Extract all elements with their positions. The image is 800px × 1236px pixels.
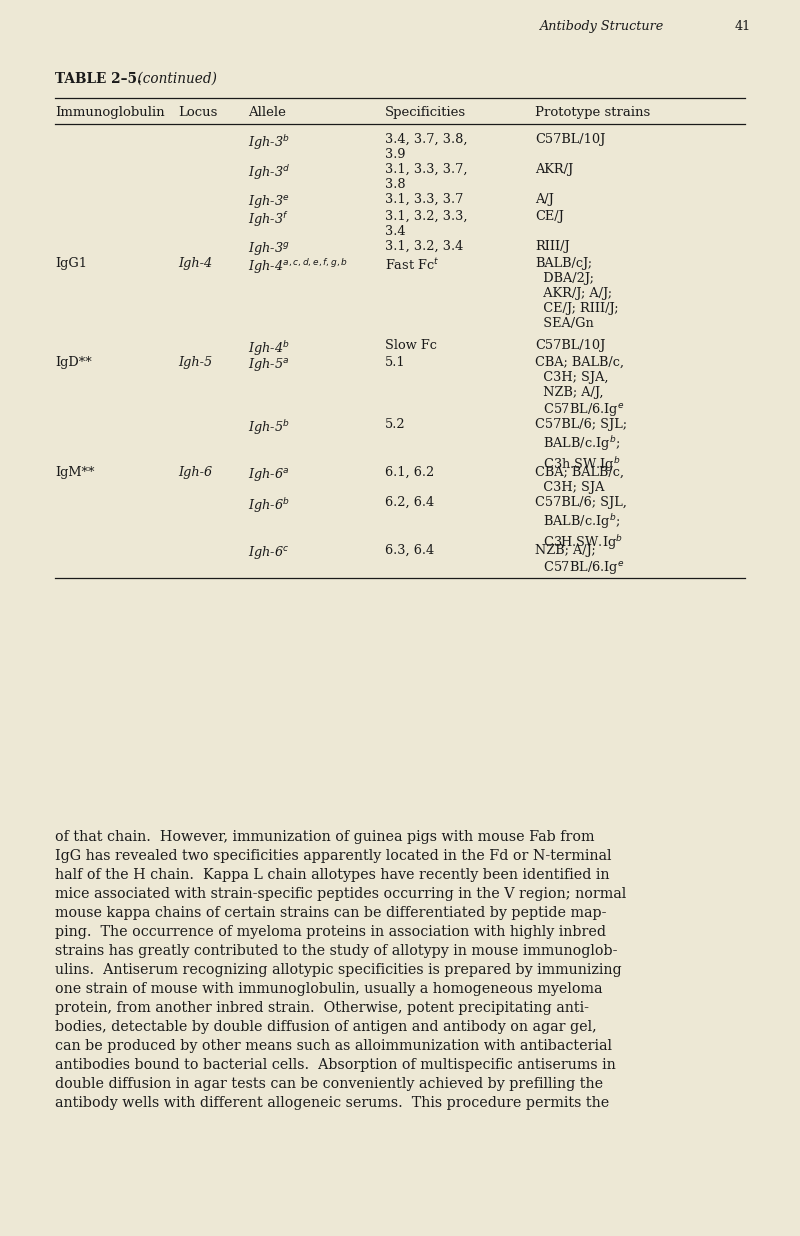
Text: Igh-5: Igh-5 — [178, 356, 212, 370]
Text: antibody wells with different allogeneic serums.  This procedure permits the: antibody wells with different allogeneic… — [55, 1096, 610, 1110]
Text: Igh-4$^{a,c,d,e,f,g,b}$: Igh-4$^{a,c,d,e,f,g,b}$ — [248, 257, 348, 276]
Text: Specificities: Specificities — [385, 106, 466, 119]
Text: Igh-3$^b$: Igh-3$^b$ — [248, 133, 290, 152]
Text: 6.1, 6.2: 6.1, 6.2 — [385, 466, 434, 480]
Text: Igh-3$^g$: Igh-3$^g$ — [248, 240, 290, 257]
Text: C57BL/6; SJL;
  BALB/c.Ig$^b$;
  C3h.SW.Ig$^b$: C57BL/6; SJL; BALB/c.Ig$^b$; C3h.SW.Ig$^… — [535, 418, 627, 475]
Text: one strain of mouse with immunoglobulin, usually a homogeneous myeloma: one strain of mouse with immunoglobulin,… — [55, 981, 602, 996]
Text: AKR/J: AKR/J — [535, 163, 574, 176]
Text: Prototype strains: Prototype strains — [535, 106, 650, 119]
Text: antibodies bound to bacterial cells.  Absorption of multispecific antiserums in: antibodies bound to bacterial cells. Abs… — [55, 1058, 616, 1072]
Text: CBA; BALB/c,
  C3H; SJA: CBA; BALB/c, C3H; SJA — [535, 466, 624, 494]
Text: ping.  The occurrence of myeloma proteins in association with highly inbred: ping. The occurrence of myeloma proteins… — [55, 925, 606, 939]
Text: Igh-6$^b$: Igh-6$^b$ — [248, 496, 290, 515]
Text: ulins.  Antiserum recognizing allotypic specificities is prepared by immunizing: ulins. Antiserum recognizing allotypic s… — [55, 963, 622, 976]
Text: IgM**: IgM** — [55, 466, 94, 480]
Text: 5.2: 5.2 — [385, 418, 406, 431]
Text: mice associated with strain-specific peptides occurring in the V region; normal: mice associated with strain-specific pep… — [55, 887, 626, 901]
Text: NZB; A/J;
  C57BL/6.Ig$^e$: NZB; A/J; C57BL/6.Ig$^e$ — [535, 544, 624, 576]
Text: bodies, detectable by double diffusion of antigen and antibody on agar gel,: bodies, detectable by double diffusion o… — [55, 1020, 597, 1035]
Text: 6.2, 6.4: 6.2, 6.4 — [385, 496, 434, 509]
Text: 6.3, 6.4: 6.3, 6.4 — [385, 544, 434, 557]
Text: IgG1: IgG1 — [55, 257, 87, 269]
Text: C57BL/10J: C57BL/10J — [535, 339, 606, 352]
Text: Locus: Locus — [178, 106, 218, 119]
Text: RIII/J: RIII/J — [535, 240, 570, 253]
Text: Igh-6$^c$: Igh-6$^c$ — [248, 544, 290, 561]
Text: IgD**: IgD** — [55, 356, 92, 370]
Text: Slow Fc: Slow Fc — [385, 339, 437, 352]
Text: IgG has revealed two specificities apparently located in the Fd or N-terminal: IgG has revealed two specificities appar… — [55, 849, 611, 863]
Text: Igh-4$^b$: Igh-4$^b$ — [248, 339, 290, 358]
Text: Igh-5$^b$: Igh-5$^b$ — [248, 418, 290, 436]
Text: strains has greatly contributed to the study of allotypy in mouse immunoglob-: strains has greatly contributed to the s… — [55, 944, 618, 958]
Text: 3.4, 3.7, 3.8,
3.9: 3.4, 3.7, 3.8, 3.9 — [385, 133, 467, 161]
Text: Igh-6$^a$: Igh-6$^a$ — [248, 466, 290, 483]
Text: mouse kappa chains of certain strains can be differentiated by peptide map-: mouse kappa chains of certain strains ca… — [55, 906, 606, 920]
Text: 41: 41 — [735, 20, 751, 33]
Text: Fast Fc$^t$: Fast Fc$^t$ — [385, 257, 439, 273]
Text: Antibody Structure: Antibody Structure — [540, 20, 664, 33]
Text: Igh-5$^a$: Igh-5$^a$ — [248, 356, 290, 373]
Text: BALB/cJ;
  DBA/2J;
  AKR/J; A/J;
  CE/J; RIII/J;
  SEA/Gn: BALB/cJ; DBA/2J; AKR/J; A/J; CE/J; RIII/… — [535, 257, 618, 330]
Text: of that chain.  However, immunization of guinea pigs with mouse Fab from: of that chain. However, immunization of … — [55, 831, 594, 844]
Text: Igh-3$^e$: Igh-3$^e$ — [248, 193, 290, 210]
Text: C57BL/6; SJL,
  BALB/c.Ig$^b$;
  C3H.SW.Ig$^b$: C57BL/6; SJL, BALB/c.Ig$^b$; C3H.SW.Ig$^… — [535, 496, 627, 552]
Text: 5.1: 5.1 — [385, 356, 406, 370]
Text: protein, from another inbred strain.  Otherwise, potent precipitating anti-: protein, from another inbred strain. Oth… — [55, 1001, 589, 1015]
Text: C57BL/10J: C57BL/10J — [535, 133, 606, 146]
Text: can be produced by other means such as alloimmunization with antibacterial: can be produced by other means such as a… — [55, 1039, 612, 1053]
Text: half of the H chain.  Kappa L chain allotypes have recently been identified in: half of the H chain. Kappa L chain allot… — [55, 868, 610, 883]
Text: 3.1, 3.2, 3.3,
3.4: 3.1, 3.2, 3.3, 3.4 — [385, 210, 467, 239]
Text: Allele: Allele — [248, 106, 286, 119]
Text: Igh-6: Igh-6 — [178, 466, 212, 480]
Text: CE/J: CE/J — [535, 210, 564, 222]
Text: 3.1, 3.2, 3.4: 3.1, 3.2, 3.4 — [385, 240, 463, 253]
Text: Immunoglobulin: Immunoglobulin — [55, 106, 165, 119]
Text: 3.1, 3.3, 3.7: 3.1, 3.3, 3.7 — [385, 193, 463, 206]
Text: (continued): (continued) — [133, 72, 217, 87]
Text: CBA; BALB/c,
  C3H; SJA,
  NZB; A/J,
  C57BL/6.Ig$^e$: CBA; BALB/c, C3H; SJA, NZB; A/J, C57BL/6… — [535, 356, 624, 419]
Text: Igh-3$^f$: Igh-3$^f$ — [248, 210, 289, 229]
Text: A/J: A/J — [535, 193, 554, 206]
Text: 3.1, 3.3, 3.7,
3.8: 3.1, 3.3, 3.7, 3.8 — [385, 163, 467, 192]
Text: double diffusion in agar tests can be conveniently achieved by prefilling the: double diffusion in agar tests can be co… — [55, 1077, 603, 1091]
Text: Igh-3$^d$: Igh-3$^d$ — [248, 163, 290, 182]
Text: TABLE 2–5.: TABLE 2–5. — [55, 72, 142, 87]
Text: Igh-4: Igh-4 — [178, 257, 212, 269]
